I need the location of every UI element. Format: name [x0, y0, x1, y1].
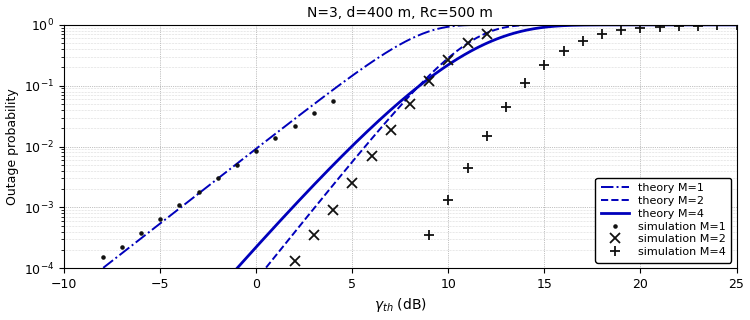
simulation M=1	[232, 163, 242, 167]
simulation M=1	[194, 190, 203, 194]
simulation M=2	[328, 208, 338, 212]
theory M=1	[371, 57, 380, 61]
simulation M=1	[156, 217, 165, 221]
theory M=2	[410, 88, 419, 92]
simulation M=2	[463, 41, 472, 45]
simulation M=1	[98, 256, 107, 260]
theory M=2	[376, 126, 386, 130]
simulation M=2	[424, 79, 433, 83]
simulation M=2	[406, 102, 415, 106]
simulation M=2	[386, 128, 395, 132]
simulation M=4	[598, 32, 607, 36]
Line: theory M=4: theory M=4	[237, 25, 736, 268]
theory M=2	[599, 23, 608, 27]
Y-axis label: Outage probability: Outage probability	[5, 88, 19, 205]
simulation M=4	[694, 24, 703, 28]
theory M=2	[732, 23, 741, 27]
simulation M=4	[559, 49, 568, 53]
X-axis label: $\gamma_{th}$ (dB): $\gamma_{th}$ (dB)	[374, 296, 427, 315]
simulation M=1	[117, 245, 126, 249]
theory M=4	[250, 248, 259, 252]
theory M=4	[732, 23, 741, 27]
simulation M=1	[271, 136, 280, 140]
simulation M=1	[310, 111, 319, 115]
theory M=2	[628, 23, 638, 27]
simulation M=4	[482, 134, 491, 138]
simulation M=4	[616, 28, 626, 32]
simulation M=1	[290, 124, 299, 128]
simulation M=4	[636, 26, 645, 30]
theory M=1	[248, 149, 257, 153]
theory M=1	[732, 23, 741, 27]
theory M=1	[585, 23, 594, 27]
theory M=1	[99, 266, 108, 270]
Line: simulation M=2: simulation M=2	[290, 29, 491, 266]
simulation M=4	[712, 23, 722, 27]
theory M=1	[692, 23, 701, 27]
simulation M=2	[348, 181, 357, 185]
theory M=4	[505, 33, 514, 36]
simulation M=4	[444, 198, 453, 202]
simulation M=2	[444, 59, 453, 62]
theory M=1	[533, 23, 542, 27]
theory M=2	[686, 23, 695, 27]
simulation M=1	[252, 149, 261, 153]
simulation M=4	[732, 23, 741, 27]
simulation M=1	[175, 203, 184, 207]
simulation M=2	[367, 154, 376, 158]
simulation M=1	[213, 176, 222, 180]
Line: theory M=1: theory M=1	[104, 25, 736, 268]
simulation M=4	[578, 39, 587, 43]
simulation M=4	[502, 105, 511, 109]
theory M=2	[262, 266, 271, 269]
Line: theory M=2: theory M=2	[266, 25, 736, 268]
simulation M=2	[290, 259, 299, 263]
simulation M=4	[656, 25, 664, 28]
Legend: theory M=1, theory M=2, theory M=4, simulation M=1, simulation M=2, simulation M: theory M=1, theory M=2, theory M=4, simu…	[596, 178, 731, 263]
simulation M=2	[310, 233, 319, 237]
theory M=4	[635, 23, 644, 27]
simulation M=1	[328, 100, 338, 103]
simulation M=4	[463, 166, 472, 170]
theory M=4	[232, 266, 242, 270]
Line: simulation M=4: simulation M=4	[424, 20, 741, 240]
simulation M=1	[136, 231, 146, 235]
Line: simulation M=1: simulation M=1	[100, 98, 336, 260]
simulation M=4	[424, 233, 433, 237]
simulation M=4	[540, 63, 549, 67]
theory M=1	[595, 23, 604, 27]
theory M=2	[394, 106, 404, 110]
simulation M=4	[674, 24, 683, 28]
simulation M=4	[520, 81, 530, 85]
theory M=2	[571, 23, 580, 27]
theory M=1	[248, 150, 256, 154]
Title: N=3, d=400 m, Rc=500 m: N=3, d=400 m, Rc=500 m	[308, 5, 494, 20]
theory M=4	[713, 23, 722, 27]
theory M=4	[261, 235, 270, 239]
theory M=4	[428, 74, 437, 77]
theory M=4	[716, 23, 724, 27]
simulation M=2	[482, 32, 491, 36]
